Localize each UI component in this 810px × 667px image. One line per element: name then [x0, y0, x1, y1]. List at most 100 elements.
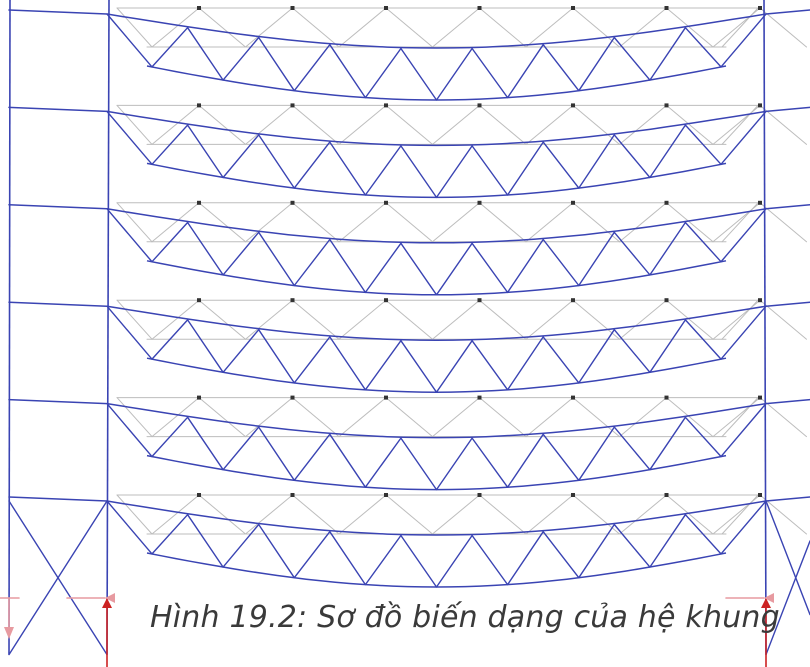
- right-vertical-reaction-arrow-head: [761, 598, 771, 608]
- undeformed-diagonal: [619, 7, 667, 48]
- undeformed-diagonal: [338, 202, 387, 243]
- undeformed-diagonal: [619, 397, 667, 438]
- undeformed-diagonal: [245, 494, 293, 535]
- undeformed-diagonal: [292, 494, 340, 535]
- node-marker: [664, 200, 669, 205]
- undeformed-end-diagonal: [721, 104, 759, 145]
- undeformed-diagonal: [432, 7, 480, 48]
- left-vertical-reaction-arrow-head: [102, 598, 112, 608]
- undeformed-diagonal: [385, 494, 433, 535]
- supports-layer: [0, 593, 774, 667]
- right-side-beam: [765, 9, 810, 15]
- undeformed-diagonal: [479, 104, 527, 145]
- node-marker: [571, 6, 575, 10]
- undeformed-diagonal: [151, 299, 200, 340]
- undeformed-diagonal: [666, 7, 714, 48]
- undeformed-diagonal: [525, 494, 574, 535]
- undeformed-diagonal: [432, 397, 480, 438]
- undeformed-diagonal: [479, 202, 527, 243]
- undeformed-diagonal: [385, 104, 433, 145]
- undeformed-end-diagonal: [721, 494, 759, 535]
- undeformed-diagonal: [338, 104, 387, 145]
- undeformed-diagonal: [292, 202, 340, 243]
- deformed-web-members: [151, 124, 722, 199]
- deformed-bottom-chord: [146, 65, 727, 101]
- undeformed-end-diagonal: [116, 494, 153, 535]
- right-side-beam: [765, 301, 810, 307]
- undeformed-diagonal: [338, 397, 387, 438]
- node-marker: [477, 298, 482, 303]
- outer-reaction-head: [4, 627, 14, 639]
- undeformed-truss-layer: [116, 7, 807, 535]
- undeformed-diagonal: [151, 397, 200, 438]
- undeformed-diagonal: [479, 7, 527, 48]
- right-side-beam: [765, 106, 810, 113]
- deformed-end-diagonal: [106, 500, 153, 555]
- undeformed-end-diagonal: [721, 299, 759, 340]
- node-marker: [758, 103, 762, 108]
- node-marker: [384, 395, 388, 400]
- undeformed-diagonal: [292, 104, 340, 145]
- deformed-top-chord: [106, 402, 767, 439]
- undeformed-diagonal: [198, 104, 246, 145]
- undeformed-diagonal: [666, 299, 714, 340]
- undeformed-diagonal: [619, 494, 667, 535]
- node-marker: [290, 6, 295, 10]
- node-marker: [197, 103, 201, 108]
- undeformed-end-diagonal: [116, 7, 153, 48]
- undeformed-diagonal: [525, 104, 574, 145]
- deformed-frame-layer: [8, 0, 810, 656]
- undeformed-diagonal: [245, 202, 293, 243]
- undeformed-diagonal: [245, 104, 293, 145]
- node-marker: [477, 200, 482, 205]
- left-outer-column: [8, 0, 11, 655]
- right-bay-brace: [765, 540, 810, 656]
- undeformed-diagonal: [619, 299, 667, 340]
- deformed-web-members: [151, 221, 722, 296]
- deformed-top-chord: [106, 110, 767, 147]
- undeformed-end-diagonal: [116, 104, 153, 145]
- node-marker: [758, 395, 762, 400]
- node-marker: [384, 200, 388, 205]
- undeformed-diagonal: [619, 202, 667, 243]
- undeformed-diagonal: [432, 494, 480, 535]
- right-column: [763, 0, 767, 655]
- left-horizontal-reaction-arrow-head: [105, 593, 115, 603]
- deformed-web-members: [151, 319, 722, 393]
- undeformed-diagonal: [245, 299, 293, 340]
- deformed-web-members: [151, 27, 722, 101]
- undeformed-diagonal: [666, 494, 714, 535]
- node-marker: [197, 395, 201, 400]
- node-marker: [758, 6, 762, 10]
- figure-caption: Hình 19.2: Sơ đồ biến dạng của hệ khung: [150, 600, 780, 635]
- deformed-end-diagonal: [106, 13, 153, 68]
- undeformed-diagonal: [151, 7, 200, 48]
- right-side-beam: [765, 496, 810, 502]
- node-marker: [384, 493, 388, 497]
- undeformed-diagonal: [292, 299, 340, 340]
- undeformed-diagonal: [619, 104, 667, 145]
- left-side-beam: [8, 398, 108, 405]
- node-marker: [664, 6, 669, 10]
- undeformed-diagonal: [151, 104, 200, 145]
- right-side-beam: [765, 204, 810, 210]
- undeformed-diagonal: [338, 7, 387, 48]
- deformed-end-diagonal: [106, 402, 153, 458]
- left-side-beam: [8, 301, 108, 307]
- node-marker: [384, 103, 388, 108]
- node-marker: [758, 493, 762, 497]
- node-marker: [664, 103, 669, 108]
- undeformed-end-diagonal: [116, 299, 153, 340]
- node-marker: [477, 395, 482, 400]
- right-side-beam: [765, 398, 810, 405]
- deformed-top-chord: [106, 500, 767, 536]
- undeformed-end-diagonal: [721, 202, 759, 243]
- node-marker: [290, 200, 295, 205]
- left-bay-brace: [8, 500, 108, 656]
- node-marker: [477, 103, 482, 108]
- undeformed-end-diagonal: [721, 397, 759, 438]
- undeformed-end-diagonal: [721, 7, 759, 48]
- node-marker: [571, 103, 575, 108]
- node-marker: [758, 200, 762, 205]
- undeformed-diagonal: [198, 397, 246, 438]
